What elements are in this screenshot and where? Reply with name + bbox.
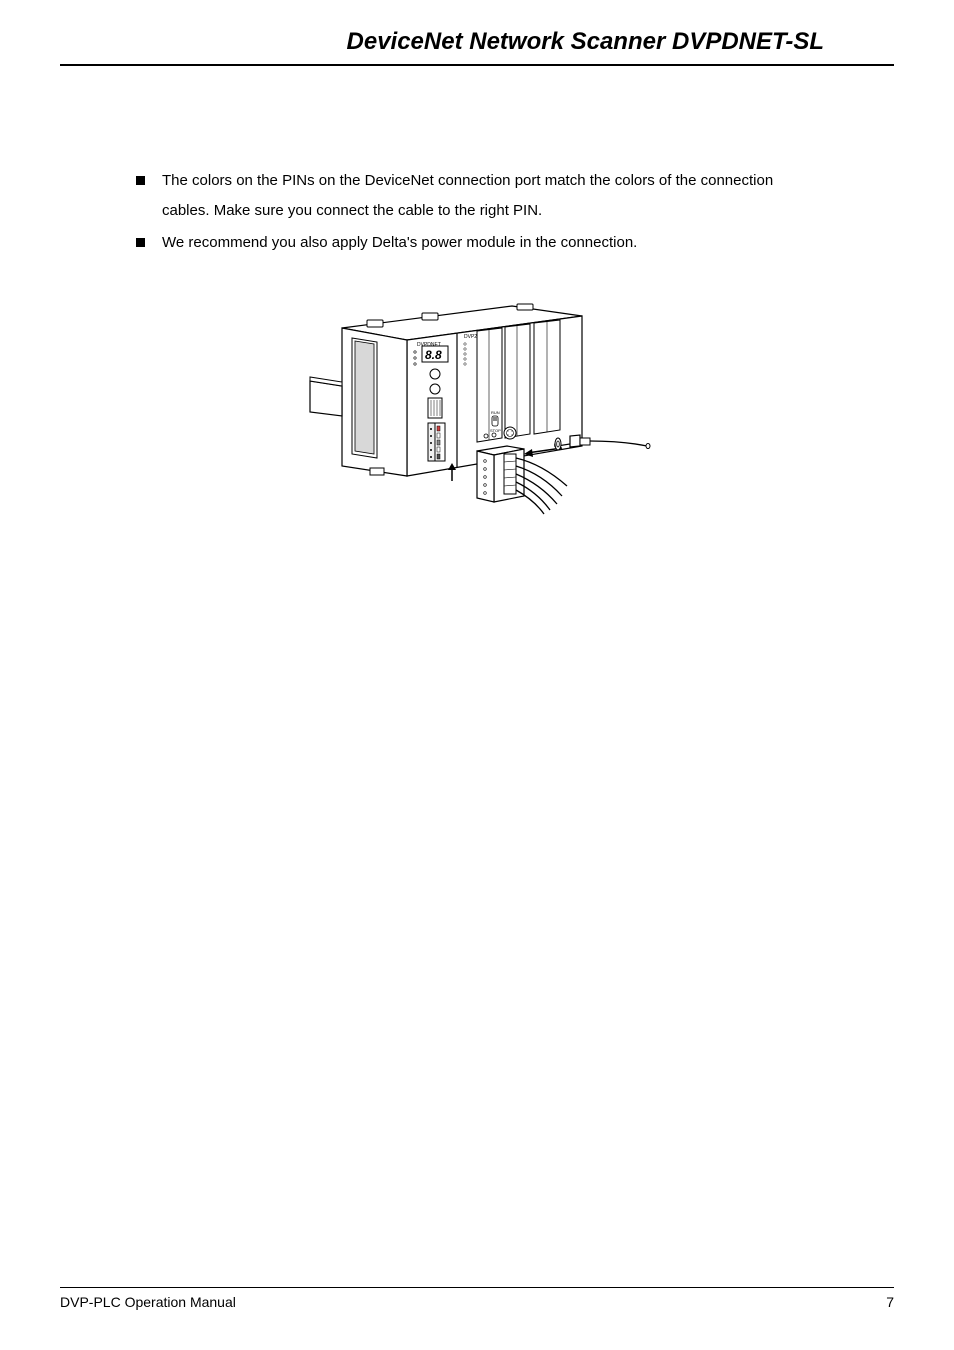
plc-illustration-icon: DVPDNET 8.8 [302, 286, 652, 516]
bullet-list: The colors on the PINs on the DeviceNet … [130, 166, 824, 258]
page-header: DeviceNet Network Scanner DVPDNET-SL [60, 0, 894, 66]
device-diagram: DVPDNET 8.8 [130, 286, 824, 516]
bullet-item: The colors on the PINs on the DeviceNet … [130, 166, 824, 226]
display-text: 8.8 [425, 348, 442, 362]
footer-page-number: 7 [886, 1294, 894, 1310]
stop-label: STOP [490, 428, 501, 433]
bullet-item: We recommend you also apply Delta's powe… [130, 228, 824, 258]
page-footer: DVP-PLC Operation Manual 7 [60, 1287, 894, 1310]
footer-left: DVP-PLC Operation Manual [60, 1294, 236, 1310]
page-content: The colors on the PINs on the DeviceNet … [60, 66, 894, 516]
run-label: RUN [491, 410, 500, 415]
header-title: DeviceNet Network Scanner DVPDNET-SL [130, 28, 824, 56]
